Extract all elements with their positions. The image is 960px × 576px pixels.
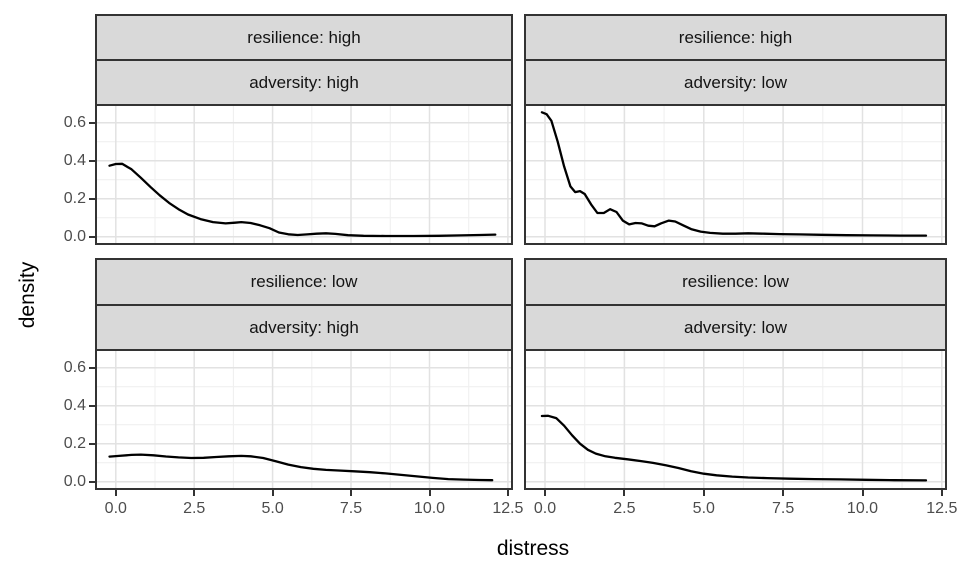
facet-resilience-low-adversity-high: resilience: low adversity: high [95, 258, 513, 491]
x-tick-mark [940, 490, 943, 496]
x-tick-mark [506, 490, 509, 496]
x-tick-mark [428, 490, 431, 496]
strip-adversity: adversity: high [95, 304, 513, 351]
y-tick-label: 0.4 [63, 396, 86, 414]
strip-resilience: resilience: high [95, 14, 513, 61]
facet-resilience-high-adversity-high: resilience: high adversity: high [95, 14, 513, 246]
y-tick-label: 0.6 [63, 358, 86, 376]
plot-panel [95, 349, 513, 490]
x-tick-label: 5.0 [261, 500, 284, 517]
strip-label: resilience: low [250, 272, 358, 291]
y-axis-title: density [16, 261, 39, 329]
density-panel-canvas [526, 106, 945, 243]
density-panel-canvas [97, 106, 511, 243]
facet-resilience-low-adversity-low: resilience: low adversity: low [524, 258, 947, 491]
facet-resilience-high-adversity-low: resilience: high adversity: low [524, 14, 947, 246]
y-tick-mark [89, 197, 95, 200]
strip-adversity: adversity: high [95, 59, 513, 106]
x-tick-mark [114, 490, 117, 496]
density-curve [540, 111, 928, 237]
strip-adversity: adversity: low [524, 304, 947, 351]
strip-label: resilience: high [678, 27, 793, 47]
density-panel-canvas [97, 351, 511, 488]
y-tick-mark [89, 121, 95, 124]
x-tick-mark [350, 490, 352, 496]
y-tick-mark [89, 442, 95, 445]
strip-label: adversity: high [249, 72, 359, 92]
x-tick-label: 10.0 [413, 500, 446, 517]
x-tick-mark [861, 490, 864, 496]
y-tick-label: 0.0 [63, 227, 86, 245]
strip-resilience: resilience: low [95, 258, 513, 306]
x-axis-title: distress [496, 537, 570, 560]
y-tick-label: 0.2 [63, 434, 86, 452]
x-tick-label: 7.5 [339, 500, 363, 517]
density-curve [108, 453, 494, 482]
x-tick-label: 5.0 [692, 500, 715, 517]
strip-label: resilience: high [247, 27, 361, 47]
density-curve [108, 162, 497, 238]
x-tick-mark [782, 490, 785, 496]
y-tick-mark [89, 159, 95, 162]
strip-label: resilience: low [682, 272, 789, 291]
plot-panel [524, 104, 947, 245]
strip-label: adversity: low [684, 317, 787, 337]
x-tick-mark [193, 490, 196, 496]
y-tick-mark [89, 366, 95, 369]
plot-panel [95, 104, 513, 245]
x-tick-label: 2.5 [613, 500, 636, 517]
y-tick-label: 0.2 [63, 189, 86, 207]
strip-label: adversity: high [249, 317, 359, 337]
plot-panel [524, 349, 947, 490]
strip-resilience: resilience: high [524, 14, 947, 61]
strip-label: adversity: low [684, 72, 787, 92]
y-tick-label: 0.6 [63, 113, 86, 131]
y-tick-mark [89, 480, 95, 483]
x-tick-label: 7.5 [771, 500, 795, 517]
x-tick-mark [702, 490, 705, 496]
strip-resilience: resilience: low [524, 258, 947, 306]
strip-adversity: adversity: low [524, 59, 947, 106]
x-tick-mark [623, 490, 626, 496]
x-tick-label: 0.0 [104, 500, 127, 517]
x-tick-mark [271, 490, 274, 496]
x-tick-label: 10.0 [846, 500, 879, 517]
x-tick-mark [544, 490, 546, 496]
x-tick-label: 0.0 [533, 500, 557, 517]
y-tick-label: 0.4 [63, 151, 86, 169]
y-tick-mark [89, 404, 95, 407]
density-curve [540, 414, 928, 482]
y-tick-mark [89, 235, 95, 238]
x-tick-label: 12.5 [926, 500, 958, 517]
x-tick-label: 2.5 [183, 500, 206, 517]
y-tick-label: 0.0 [63, 472, 86, 490]
density-panel-canvas [526, 351, 945, 488]
x-tick-label: 12.5 [492, 500, 524, 517]
